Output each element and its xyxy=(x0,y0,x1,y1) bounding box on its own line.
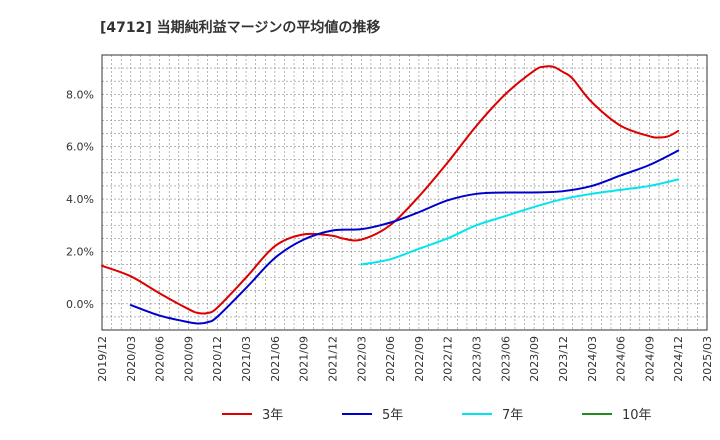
x-tick-label: 2021/09 xyxy=(298,336,311,382)
x-tick-label: 2021/06 xyxy=(269,336,282,382)
x-tick-label: 2024/03 xyxy=(586,336,599,382)
x-tick-label: 2023/12 xyxy=(557,336,570,382)
x-axis: 2019/12 2020/03 2020/06 2020/09 2020/12 2021/… xyxy=(96,336,714,382)
x-tick-label: 2021/03 xyxy=(240,336,253,382)
y-tick-label: 6.0% xyxy=(66,141,94,154)
legend-label: 7年 xyxy=(502,408,523,423)
x-tick-label: 2022/12 xyxy=(442,336,455,382)
x-tick-label: 2024/12 xyxy=(672,336,685,382)
x-tick-label: 2025/03 xyxy=(701,336,714,382)
grid xyxy=(102,55,707,330)
legend: 3年 5年 7年 10年 xyxy=(222,408,652,423)
y-tick-label: 4.0% xyxy=(66,193,94,206)
legend-label: 3年 xyxy=(262,408,283,423)
y-tick-label: 2.0% xyxy=(66,245,94,258)
x-tick-label: 2022/06 xyxy=(384,336,397,382)
x-tick-label: 2021/12 xyxy=(326,336,339,382)
x-tick-label: 2023/03 xyxy=(471,336,484,382)
legend-label: 10年 xyxy=(622,408,652,423)
y-tick-label: 8.0% xyxy=(66,88,94,101)
series-line xyxy=(360,178,680,266)
x-tick-label: 2024/06 xyxy=(615,336,628,382)
x-tick-label: 2022/09 xyxy=(413,336,426,382)
x-tick-label: 2019/12 xyxy=(96,336,109,382)
legend-label: 5年 xyxy=(382,408,403,423)
x-tick-label: 2020/06 xyxy=(154,336,167,382)
x-tick-label: 2020/03 xyxy=(125,336,138,382)
chart-title: [4712] 当期純利益マージンの平均値の推移 xyxy=(100,19,380,36)
x-tick-label: 2024/09 xyxy=(643,336,656,382)
x-tick-label: 2023/06 xyxy=(499,336,512,382)
x-tick-label: 2023/09 xyxy=(528,336,541,382)
x-tick-label: 2020/09 xyxy=(182,336,195,382)
plot-area xyxy=(101,54,708,331)
series-line xyxy=(129,149,680,325)
y-axis: 0.0% 2.0% 4.0% 6.0% 8.0% xyxy=(66,88,94,311)
x-tick-label: 2022/03 xyxy=(355,336,368,382)
x-tick-label: 2020/12 xyxy=(211,336,224,382)
series-line xyxy=(101,65,680,315)
series-lines xyxy=(101,65,680,325)
y-tick-label: 0.0% xyxy=(66,298,94,311)
